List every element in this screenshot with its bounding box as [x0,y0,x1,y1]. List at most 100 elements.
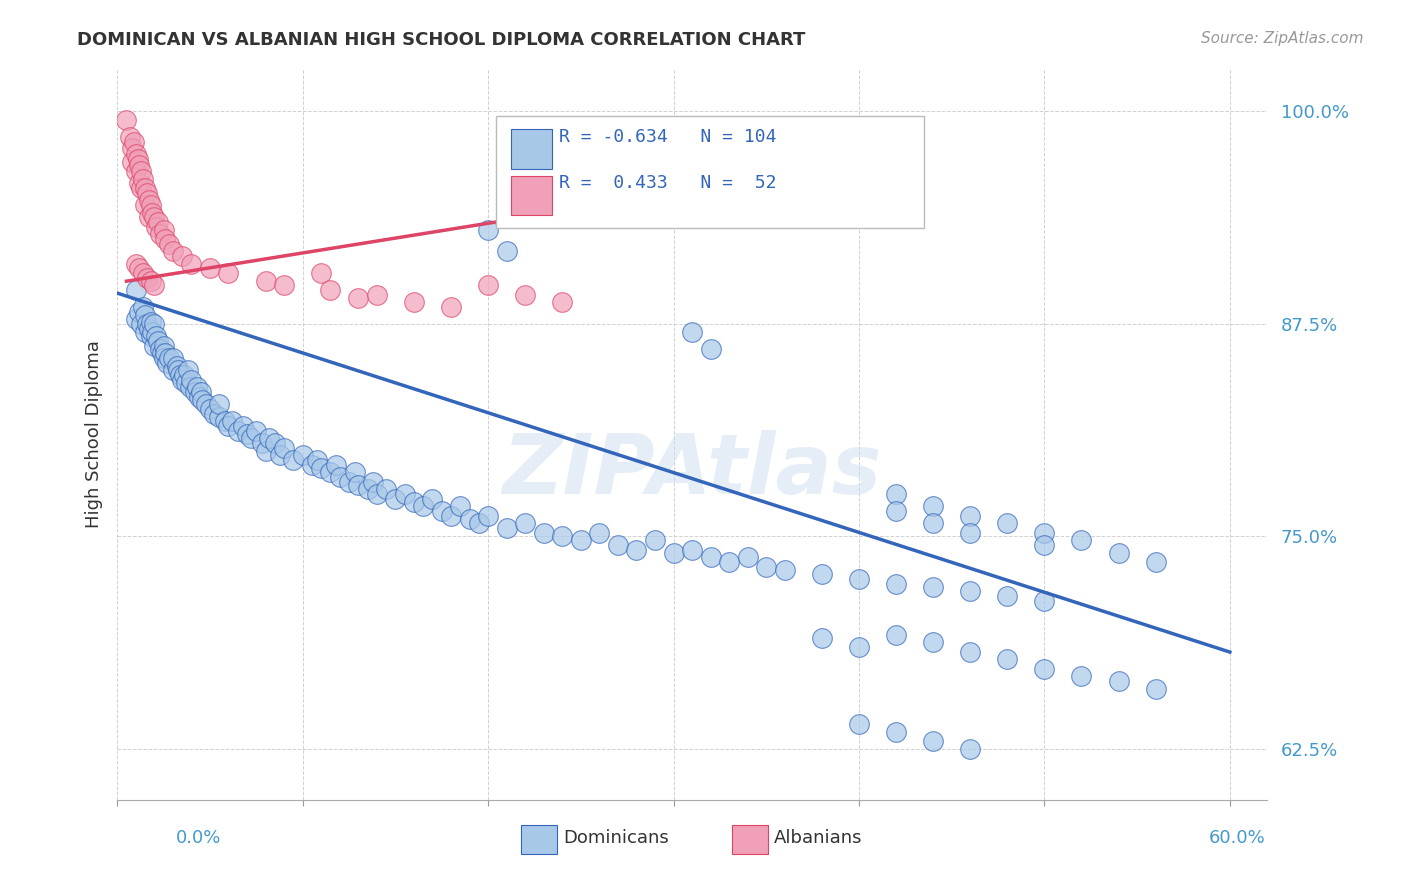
Point [384,491,406,506]
Point [533,526,555,541]
Point [259,431,281,445]
Point [848,716,870,731]
Point [1108,673,1130,688]
Point [662,546,685,560]
Point [129,317,152,331]
Point [884,487,907,501]
Point [250,435,273,450]
Point [347,291,370,305]
Text: R =  0.433   N =  52: R = 0.433 N = 52 [560,174,776,193]
Point [138,210,160,224]
Text: R = -0.634   N = 104: R = -0.634 N = 104 [560,128,776,146]
Point [180,257,202,271]
Point [515,287,537,301]
Point [239,431,262,445]
Point [125,283,148,297]
Point [644,533,666,547]
Point [180,373,202,387]
Point [115,112,138,127]
Point [152,339,174,353]
Point [120,129,142,144]
Point [1144,555,1167,569]
Point [273,277,295,292]
Point [884,504,907,518]
Point [198,401,221,416]
Point [134,325,156,339]
Point [319,465,342,479]
Point [202,407,225,421]
Point [232,418,254,433]
Point [128,260,150,275]
Point [155,345,177,359]
Point [208,397,231,411]
Point [138,193,160,207]
Point [430,504,453,518]
Point [995,516,1018,530]
Point [129,180,152,194]
Point [325,458,347,472]
Point [198,260,221,275]
Point [959,742,981,756]
Point [217,266,239,280]
Point [195,397,218,411]
Point [134,180,156,194]
Point [959,526,981,541]
Point [135,270,157,285]
Text: Dominicans: Dominicans [562,830,669,847]
Point [1033,594,1056,608]
Text: Source: ZipAtlas.com: Source: ZipAtlas.com [1201,31,1364,46]
Text: 0.0%: 0.0% [176,830,221,847]
Point [959,645,981,659]
Point [922,581,945,595]
Point [139,315,162,329]
Point [134,197,156,211]
Point [125,311,148,326]
Point [440,508,463,523]
Point [132,300,155,314]
Point [458,512,481,526]
Point [125,146,148,161]
Point [273,441,295,455]
Point [699,343,721,357]
Point [128,159,150,173]
Point [121,155,143,169]
Point [152,351,174,365]
Point [337,475,360,489]
Point [569,533,592,547]
Point [884,577,907,591]
Point [477,277,499,292]
Point [162,362,184,376]
Point [134,308,156,322]
Point [125,163,148,178]
Point [172,373,194,387]
Point [152,223,174,237]
Point [150,345,173,359]
Point [959,508,981,523]
Point [187,390,209,404]
Point [681,325,703,339]
Point [1033,538,1056,552]
Point [773,563,796,577]
Point [495,521,517,535]
Point [135,186,157,200]
Point [149,343,172,357]
Point [995,589,1018,603]
Point [394,487,416,501]
Point [128,305,150,319]
Point [884,725,907,739]
Point [1033,662,1056,676]
Point [995,652,1018,666]
Point [132,266,155,280]
Point [375,482,398,496]
Point [127,152,149,166]
Point [146,214,169,228]
Point [681,543,703,558]
Point [139,274,162,288]
Point [172,249,194,263]
Text: 60.0%: 60.0% [1209,830,1265,847]
Point [366,287,388,301]
Text: Albanians: Albanians [773,830,862,847]
Point [343,465,366,479]
Point [226,424,249,438]
Point [254,274,277,288]
